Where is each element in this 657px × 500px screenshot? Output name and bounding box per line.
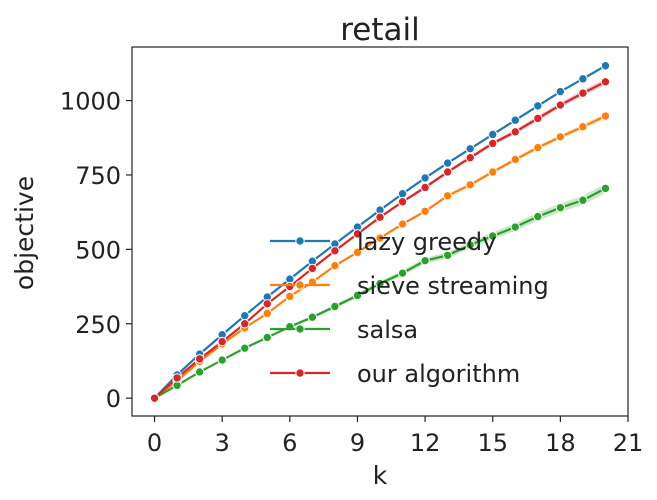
chart-title: retail bbox=[340, 12, 420, 48]
data-point bbox=[488, 231, 498, 241]
data-point bbox=[307, 263, 318, 274]
data-point bbox=[465, 153, 475, 163]
legend-item: our algorithm bbox=[270, 360, 520, 388]
legend-swatch-marker bbox=[295, 324, 305, 334]
legend-label: sieve streaming bbox=[357, 272, 549, 300]
data-point bbox=[262, 299, 272, 309]
data-point bbox=[555, 100, 566, 110]
data-point bbox=[375, 233, 385, 243]
data-point bbox=[330, 246, 340, 256]
data-point bbox=[533, 113, 543, 124]
data-point bbox=[442, 191, 453, 201]
data-point bbox=[600, 77, 611, 87]
legend-label: our algorithm bbox=[357, 360, 520, 388]
x-tick-label: 12 bbox=[410, 429, 441, 457]
data-point bbox=[442, 158, 453, 168]
legend-item: sieve streaming bbox=[270, 272, 549, 300]
data-point bbox=[578, 88, 588, 98]
data-point bbox=[285, 281, 295, 292]
data-point bbox=[600, 111, 611, 121]
data-point bbox=[578, 122, 588, 132]
data-point bbox=[217, 355, 227, 365]
legend-swatch-marker bbox=[295, 368, 305, 378]
data-point bbox=[397, 189, 408, 199]
data-point bbox=[352, 247, 363, 258]
data-point bbox=[240, 311, 250, 321]
y-tick-label: 750 bbox=[75, 162, 121, 190]
data-point bbox=[420, 206, 430, 216]
legend-item: lazy greedy bbox=[270, 228, 496, 256]
data-point bbox=[240, 319, 250, 329]
data-point bbox=[420, 173, 430, 183]
y-tick-label: 0 bbox=[106, 385, 121, 413]
y-tick-label: 500 bbox=[75, 236, 121, 264]
data-point bbox=[194, 367, 205, 377]
data-point bbox=[262, 332, 272, 343]
data-point bbox=[172, 373, 182, 383]
x-axis: 0 3 6 9 12 15 18 21 bbox=[147, 416, 643, 457]
data-point bbox=[465, 180, 475, 190]
legend-item: salsa bbox=[270, 316, 418, 344]
data-point bbox=[442, 250, 453, 261]
data-point bbox=[555, 202, 566, 213]
legend: lazy greedy sieve streaming salsa our algor… bbox=[270, 228, 549, 388]
data-point bbox=[330, 261, 340, 271]
data-point bbox=[510, 115, 520, 125]
data-point bbox=[149, 393, 160, 403]
data-point bbox=[217, 336, 227, 347]
y-axis-label: objective bbox=[10, 176, 39, 290]
data-point bbox=[420, 255, 430, 266]
x-tick-label: 6 bbox=[282, 429, 297, 457]
data-point bbox=[510, 127, 520, 137]
data-point bbox=[533, 211, 543, 222]
data-point bbox=[397, 268, 408, 278]
data-point bbox=[488, 167, 498, 177]
data-point bbox=[465, 144, 475, 154]
data-point bbox=[510, 154, 520, 165]
y-tick-label: 250 bbox=[75, 311, 121, 339]
data-point bbox=[397, 197, 408, 207]
data-point bbox=[442, 167, 453, 177]
data-point bbox=[352, 290, 363, 301]
data-point bbox=[488, 138, 498, 149]
data-point bbox=[375, 212, 385, 222]
data-point bbox=[600, 183, 611, 194]
data-point bbox=[533, 142, 543, 153]
data-point bbox=[578, 74, 588, 84]
data-point bbox=[397, 219, 408, 229]
data-point bbox=[262, 308, 272, 319]
plot-frame bbox=[131, 46, 629, 417]
legend-label: salsa bbox=[357, 316, 418, 344]
data-point bbox=[240, 343, 250, 353]
data-point bbox=[330, 301, 340, 312]
data-point bbox=[194, 354, 205, 364]
y-axis: 0 250 500 750 1000 bbox=[60, 88, 132, 413]
data-point bbox=[307, 312, 318, 322]
data-point bbox=[555, 86, 566, 97]
data-point bbox=[352, 229, 363, 239]
x-tick-label: 0 bbox=[147, 429, 162, 457]
legend-label: lazy greedy bbox=[357, 228, 496, 256]
x-axis-label: k bbox=[373, 461, 388, 490]
data-point bbox=[285, 291, 295, 302]
data-point bbox=[510, 222, 520, 232]
data-point bbox=[375, 278, 385, 289]
data-point bbox=[600, 61, 611, 71]
series-points bbox=[149, 61, 611, 403]
data-point bbox=[578, 195, 588, 205]
legend-swatch-marker bbox=[295, 236, 305, 246]
x-tick-label: 18 bbox=[545, 429, 576, 457]
data-point bbox=[555, 132, 566, 142]
y-tick-label: 1000 bbox=[60, 88, 121, 116]
x-tick-label: 3 bbox=[215, 429, 230, 457]
data-point bbox=[465, 240, 475, 250]
legend-swatch-marker bbox=[295, 280, 305, 290]
data-point bbox=[420, 182, 430, 193]
data-point bbox=[533, 101, 543, 111]
x-tick-label: 9 bbox=[350, 429, 365, 457]
data-point bbox=[488, 129, 498, 140]
x-tick-label: 21 bbox=[613, 429, 644, 457]
x-tick-label: 15 bbox=[477, 429, 508, 457]
